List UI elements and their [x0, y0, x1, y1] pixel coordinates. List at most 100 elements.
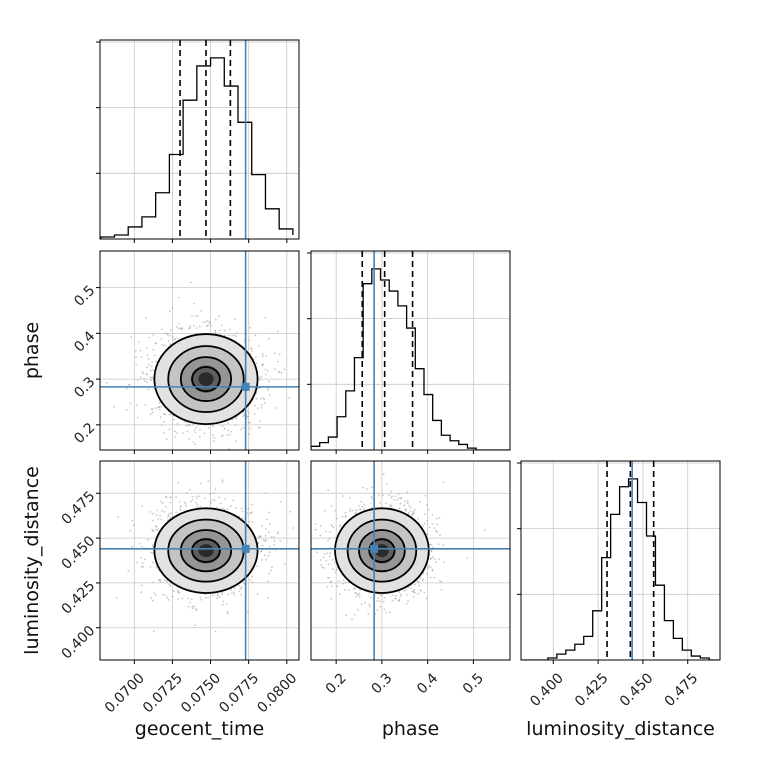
sample-point — [254, 404, 256, 407]
sample-point — [273, 540, 276, 543]
sample-point — [199, 482, 202, 485]
sample-point — [431, 513, 434, 516]
contour-level-3 — [191, 538, 221, 563]
y-tick-label: 0.450 — [59, 533, 99, 573]
sample-point — [150, 408, 153, 411]
sample-point — [199, 596, 202, 599]
sample-point — [336, 517, 338, 520]
sample-point — [227, 429, 230, 432]
sample-point — [413, 589, 416, 591]
y-tick-label: 0.4 — [71, 328, 98, 355]
sample-point — [412, 595, 415, 598]
sample-point — [161, 502, 164, 504]
sample-point — [388, 611, 391, 614]
sample-point — [338, 580, 340, 582]
sample-point — [179, 508, 182, 511]
sample-point — [129, 402, 132, 405]
sample-point — [268, 572, 270, 575]
sample-point — [265, 539, 267, 542]
sample-point — [263, 554, 266, 557]
sample-point — [173, 338, 176, 341]
sample-point — [178, 591, 181, 594]
sample-point — [218, 496, 220, 499]
sample-point — [221, 324, 223, 327]
sample-point — [413, 508, 416, 511]
sample-point — [141, 562, 144, 565]
sample-point — [169, 501, 171, 504]
sample-point — [251, 503, 253, 506]
sample-point — [178, 327, 180, 330]
sample-point — [202, 321, 205, 323]
sample-point — [249, 326, 252, 329]
sample-point — [329, 552, 331, 554]
sample-point — [440, 589, 443, 591]
sample-point — [355, 595, 358, 598]
sample-point — [187, 424, 189, 426]
sample-point — [215, 506, 218, 509]
sample-point — [233, 334, 236, 337]
sample-point — [185, 424, 188, 427]
sample-point — [233, 587, 236, 590]
sample-point — [163, 421, 165, 423]
y-tick-label: 0.3 — [71, 374, 98, 401]
sample-point — [251, 581, 254, 584]
sample-point — [246, 410, 249, 412]
sample-point — [149, 511, 152, 513]
sample-point — [260, 559, 263, 561]
sample-point — [377, 597, 379, 600]
contour-level-2 — [179, 529, 233, 573]
sample-point — [393, 498, 396, 501]
sample-point — [339, 592, 341, 595]
sample-point — [438, 517, 441, 519]
sample-point — [262, 397, 265, 399]
sample-point — [171, 307, 174, 310]
sample-point — [125, 387, 128, 390]
sample-point — [264, 528, 267, 530]
sample-point — [247, 421, 250, 424]
sample-point — [369, 502, 372, 505]
sample-point — [268, 337, 270, 340]
sample-point — [213, 437, 216, 439]
sample-point — [149, 413, 152, 416]
sample-point — [143, 558, 146, 561]
sample-point — [137, 379, 139, 381]
x-tick-label: 0.0775 — [216, 670, 262, 716]
sample-point — [141, 545, 144, 548]
sample-point — [226, 612, 229, 615]
sample-point — [176, 337, 179, 339]
sample-point — [417, 518, 419, 520]
sample-point — [259, 550, 262, 553]
sample-point — [151, 519, 154, 522]
sample-point — [382, 473, 385, 476]
sample-point — [222, 434, 224, 437]
sample-point — [430, 557, 433, 560]
x-tick-label: 0.0725 — [140, 670, 186, 716]
sample-point — [177, 322, 180, 325]
sample-point — [196, 315, 199, 317]
sample-point — [152, 544, 154, 546]
sample-point — [177, 481, 180, 484]
sample-point — [379, 600, 381, 603]
sample-point — [354, 613, 356, 616]
sample-point — [160, 405, 163, 408]
sample-point — [249, 347, 252, 350]
sample-point — [259, 420, 261, 422]
sample-point — [132, 524, 135, 526]
sample-point — [175, 511, 178, 514]
sample-point — [151, 376, 153, 379]
sample-point — [268, 380, 270, 383]
sample-point — [223, 329, 226, 332]
sample-point — [423, 522, 426, 525]
sample-point — [171, 595, 174, 598]
contour-level-1 — [167, 345, 245, 413]
sample-point — [362, 503, 365, 506]
panel-1-0: 0.20.30.40.5 — [71, 250, 300, 454]
sample-point — [267, 531, 270, 534]
sample-point — [319, 525, 322, 527]
sample-point — [385, 611, 388, 614]
sample-point — [260, 403, 263, 406]
sample-point — [248, 412, 251, 415]
sample-point — [233, 591, 235, 594]
sample-point — [211, 499, 214, 501]
sample-point — [149, 369, 152, 372]
